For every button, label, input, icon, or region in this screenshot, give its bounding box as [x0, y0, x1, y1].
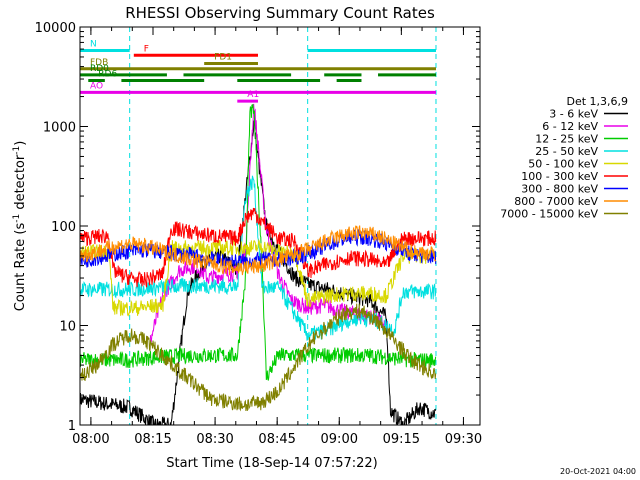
- y-axis-label-sup1: -1: [12, 214, 22, 223]
- legend-entry-label: 100 - 300 keV: [521, 170, 598, 183]
- legend-entry-label: 300 - 800 keV: [521, 183, 598, 196]
- y-tick-label: 10: [59, 320, 76, 335]
- y-axis-label-mid: detector: [13, 154, 28, 214]
- legend-title: Det 1,3,6,9: [566, 95, 628, 108]
- series-line: [80, 225, 437, 276]
- y-axis-label: Count Rate (s-1 detector-1): [12, 141, 28, 312]
- legend-entry-label: 800 - 7000 keV: [514, 195, 598, 208]
- legend-entry-label: 6 - 12 keV: [542, 120, 598, 133]
- generation-timestamp: 20-Oct-2021 04:00: [560, 467, 636, 476]
- flag-label: RD0: [90, 64, 109, 74]
- series-line: [80, 120, 437, 425]
- series-line: [80, 229, 437, 269]
- series-line: [80, 103, 437, 381]
- flag-label: A1: [247, 90, 259, 100]
- series-line: [80, 207, 437, 288]
- series-line: [80, 303, 437, 412]
- x-tick-label: 08:45: [258, 432, 295, 447]
- y-tick-label: 1000: [43, 121, 76, 136]
- legend-entry-label: 50 - 100 keV: [528, 158, 598, 171]
- y-axis-label-sup2: -1: [12, 146, 22, 155]
- y-axis-label-base: Count Rate (s: [13, 223, 28, 312]
- x-tick-label: 09:00: [321, 432, 358, 447]
- y-axis-label-end: ): [13, 141, 28, 146]
- flag-label: N: [90, 40, 97, 50]
- legend-entry-label: 7000 - 15000 keV: [500, 208, 598, 221]
- y-tick-label: 1: [68, 419, 76, 434]
- series-line: [80, 238, 437, 317]
- legend-entry-label: 3 - 6 keV: [549, 108, 598, 121]
- flag-label: FD1: [214, 52, 232, 62]
- chart-title: RHESSI Observing Summary Count Rates: [125, 4, 435, 22]
- x-tick-label: 08:30: [196, 432, 233, 447]
- x-tick-label: 08:00: [72, 432, 109, 447]
- axes-layer: 1 10 100 1000 10000 08:00 08:15 08:30 08:45 09:00…: [35, 21, 483, 447]
- flag-label: AO: [90, 81, 103, 91]
- flag-label: F: [144, 44, 149, 54]
- legend-entry-label: 25 - 50 keV: [535, 145, 598, 158]
- x-tick-label: 09:30: [445, 432, 482, 447]
- y-tick-label: 10000: [35, 21, 76, 36]
- x-axis-label: Start Time (18-Sep-14 07:57:22): [166, 456, 377, 471]
- flag-label: RD6: [98, 69, 117, 79]
- flag-label: FDB: [90, 58, 108, 68]
- x-tick-label: 09:15: [383, 432, 420, 447]
- y-tick-label: 100: [51, 220, 76, 235]
- legend-entry-label: 12 - 25 keV: [535, 133, 598, 146]
- x-tick-label: 08:15: [134, 432, 171, 447]
